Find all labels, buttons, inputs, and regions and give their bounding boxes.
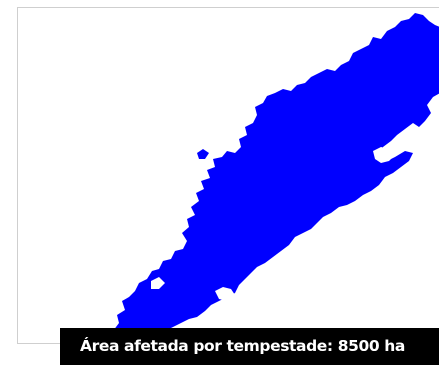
- affected-area-hole-1: [373, 147, 395, 163]
- affected-area-region: [113, 13, 439, 339]
- affected-area-hole-2: [215, 287, 235, 301]
- caption-bar: [60, 328, 439, 365]
- affected-area-island-1: [197, 149, 209, 159]
- affected-area-island-2: [289, 93, 299, 103]
- affected-area-map: [113, 13, 439, 339]
- affected-area-hole-3: [151, 277, 165, 289]
- map-panel: [17, 7, 439, 344]
- affected-area-caption: Área afetada por tempestade: 8500 ha: [80, 337, 405, 355]
